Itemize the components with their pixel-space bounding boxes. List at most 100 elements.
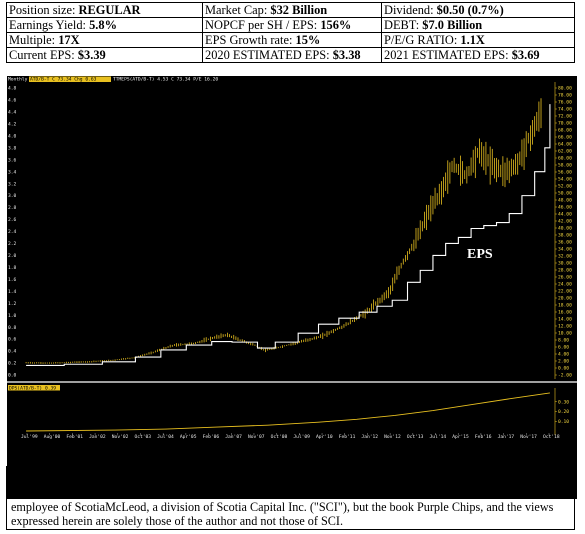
stats-cell: P/E/G RATIO: 1.1X [381, 32, 575, 48]
left-tick-label: 1.4 [8, 289, 17, 295]
stats-cell: NOPCF per SH / EPS: 156% [202, 17, 382, 33]
stats-value: 17X [58, 33, 80, 47]
right-tick-label: 28.00 [558, 268, 572, 274]
right-tick-label: 54.00 [558, 177, 572, 183]
x-tick-label: Apr'10 [316, 434, 333, 440]
right-tick-label: 26.00 [558, 275, 572, 281]
stats-value: $3.69 [511, 48, 540, 62]
left-tick-label: 3.2 [8, 181, 17, 187]
stats-cell: DEBT: $7.0 Billion [381, 17, 575, 33]
dps-tick-label: 0.20 [558, 409, 569, 415]
right-tick-label: 48.00 [558, 198, 572, 204]
left-tick-label: 1.8 [8, 265, 17, 271]
right-tick-label: 24.00 [558, 282, 572, 288]
dps-tick-label: 0.10 [558, 419, 569, 425]
stats-row: Position size: REGULAR Market Cap: $32 B… [6, 2, 575, 18]
x-tick-label: Jan'17 [498, 434, 515, 440]
stats-value: 156% [320, 18, 352, 32]
disclaimer: DISCLAIMER: This publication is intended… [6, 466, 575, 530]
stats-value: $32 Billion [270, 3, 328, 17]
stats-value: $3.39 [77, 48, 106, 62]
right-tick-label: 12.00 [558, 324, 572, 330]
x-tick-label: Jan'12 [361, 434, 378, 440]
x-tick-label: Feb'06 [203, 434, 220, 440]
left-tick-label: 3.8 [8, 145, 17, 151]
stats-value: REGULAR [78, 3, 141, 17]
eps-series [26, 104, 551, 366]
price-legend: ATD/B-T C 73.34 Chg 0.63 [30, 77, 97, 83]
right-tick-label: 44.00 [558, 212, 572, 218]
left-tick-label: 1.6 [8, 277, 17, 283]
stats-label: Earnings Yield: [9, 18, 90, 32]
x-tick-label: Jan'07 [225, 434, 242, 440]
stats-cell: EPS Growth rate: 15% [202, 32, 382, 48]
left-tick-label: 2.6 [8, 217, 17, 223]
right-tick-label: 78.00 [558, 93, 572, 99]
dps-panel: 0.30 0.20 0.10 [26, 388, 569, 435]
eps-series-label: EPS [467, 247, 493, 262]
right-tick-label: -2.00 [558, 373, 572, 379]
left-tick-label: 3.4 [8, 169, 17, 175]
stats-row: Earnings Yield: 5.8% NOPCF per SH / EPS:… [6, 17, 575, 33]
stats-row: Current EPS: $3.39 2020 ESTIMATED EPS: $… [6, 47, 575, 63]
dps-legend: DPS(ATD/B-T) 0.39 [9, 386, 56, 392]
left-tick-label: 2.8 [8, 205, 17, 211]
x-tick-label: Nov'02 [112, 434, 129, 440]
right-tick-label: 36.00 [558, 240, 572, 246]
right-tick-label: 14.00 [558, 317, 572, 323]
stats-cell: 2020 ESTIMATED EPS: $3.38 [202, 47, 382, 63]
stats-row: Multiple: 17X EPS Growth rate: 15% P/E/G… [6, 32, 575, 48]
left-tick-label: 4.6 [8, 98, 17, 104]
dps-tick-label: 0.30 [558, 399, 569, 405]
x-tick-label: Jan'02 [89, 434, 106, 440]
right-tick-label: 0.00 [558, 366, 569, 372]
stats-label: 2021 ESTIMATED EPS: [384, 48, 512, 62]
left-tick-label: 2.0 [8, 253, 17, 259]
stats-value: $7.0 Billion [422, 18, 483, 32]
stats-label: 2020 ESTIMATED EPS: [205, 48, 333, 62]
x-tick-label: Oct'18 [543, 434, 560, 440]
price-series [25, 98, 542, 364]
x-tick-label: Apr'05 [180, 434, 197, 440]
right-tick-label: 56.00 [558, 170, 572, 176]
x-tick-label: Jul'04 [157, 434, 174, 440]
left-tick-label: 1.0 [8, 313, 17, 319]
left-tick-label: 4.0 [8, 133, 17, 139]
chart-svg: 4.8 4.6 4.4 4.2 4.0 3.8 3.6 3.4 3.2 3.0 2.8 2.6 2.4 2… [7, 76, 577, 499]
left-tick-label: 3.6 [8, 157, 17, 163]
stats-cell: Position size: REGULAR [6, 2, 203, 18]
x-tick-label: Feb'16 [475, 434, 492, 440]
eps-line [26, 104, 551, 366]
stats-value: 1.1X [460, 33, 485, 47]
left-tick-label: 2.4 [8, 229, 17, 235]
right-tick-label: 20.00 [558, 296, 572, 302]
right-tick-label: 72.00 [558, 114, 572, 120]
dps-line [26, 392, 550, 432]
left-tick-label: 4.2 [8, 121, 17, 127]
right-tick-label: 16.00 [558, 310, 572, 316]
right-tick-label: 74.00 [558, 107, 572, 113]
stats-label: Current EPS: [9, 48, 78, 62]
right-tick-label: 52.00 [558, 184, 572, 190]
stats-cell: Dividend: $0.50 (0.7%) [381, 2, 575, 18]
right-tick-label: 38.00 [558, 233, 572, 239]
stats-cell: Market Cap: $32 Billion [202, 2, 382, 18]
x-tick-label: Jul'14 [430, 434, 447, 440]
chart-period-label: Monthly [8, 77, 28, 83]
left-tick-label: 1.2 [8, 301, 17, 307]
left-tick-label: 2.2 [8, 241, 17, 247]
left-tick-label: 0.8 [8, 325, 17, 331]
left-tick-label: 0.0 [8, 373, 17, 379]
right-tick-label: 10.00 [558, 331, 572, 337]
stats-label: NOPCF per SH / EPS: [205, 18, 321, 32]
right-tick-label: 76.00 [558, 100, 572, 106]
right-tick-label: 60.00 [558, 156, 572, 162]
eps-legend: TTMEPS(ATD/B-T) 4.53 C 73.34 P/E 16.20 [113, 77, 218, 83]
stats-label: Dividend: [384, 3, 437, 17]
stats-table: Position size: REGULAR Market Cap: $32 B… [6, 2, 575, 63]
x-tick-label: Apr'15 [452, 434, 469, 440]
right-tick-label: 6.00 [558, 345, 569, 351]
right-tick-label: 46.00 [558, 205, 572, 211]
left-tick-label: 0.6 [8, 337, 17, 343]
right-tick-label: 70.00 [558, 121, 572, 127]
